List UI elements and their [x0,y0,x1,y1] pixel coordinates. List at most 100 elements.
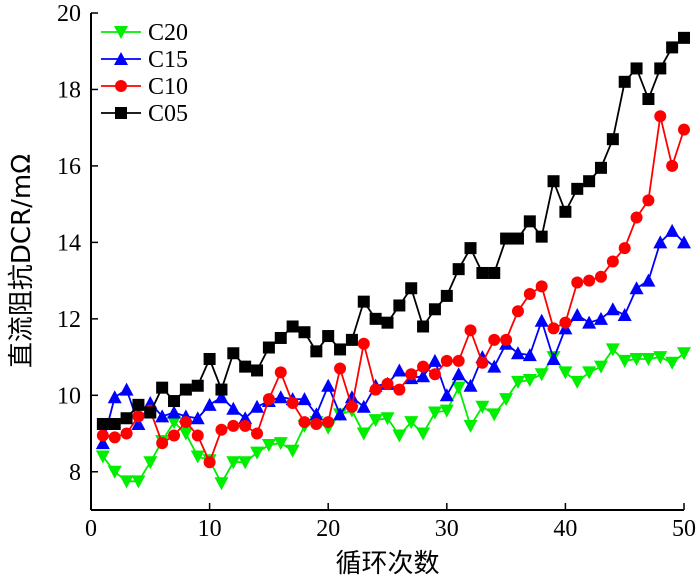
data-point-c20 [119,475,134,489]
data-point-c15 [665,223,680,237]
data-point-c05 [132,398,145,411]
data-point-c20 [451,381,466,395]
data-point-c05 [583,175,596,188]
data-point-c15 [629,281,644,295]
legend-label-c20: C20 [148,20,188,46]
data-point-c10 [239,419,252,432]
data-point-c10 [405,368,418,381]
data-point-c05 [666,41,679,54]
data-point-c05 [488,266,501,279]
data-point-c15 [451,367,466,381]
data-point-c15 [593,311,608,325]
data-point-c10 [511,305,524,318]
data-point-c10 [96,429,109,442]
data-point-c05 [369,312,382,325]
data-point-c15 [119,382,134,396]
data-point-c20 [427,406,442,420]
series-line-c15 [101,229,685,444]
y-tick-label: 20 [57,1,81,27]
data-point-c20 [214,477,229,491]
data-point-c10 [251,427,264,440]
data-point-c05 [452,263,465,276]
data-point-c05 [310,345,323,358]
data-point-c15 [190,411,205,425]
data-point-c20 [593,360,608,374]
data-point-c15 [677,235,691,249]
data-point-c05 [262,341,275,354]
data-point-c20 [143,456,158,470]
data-point-c20 [522,374,537,388]
data-point-c10 [417,360,430,373]
data-point-c05 [298,326,311,339]
series-layer [95,31,691,491]
data-point-c10 [535,280,548,293]
data-point-c10 [606,255,619,268]
data-point-c05 [381,316,394,329]
legend-item-c20: C20 [101,20,188,46]
data-point-c20 [285,444,300,458]
data-point-c15 [605,302,620,316]
data-point-c15 [95,436,110,450]
data-point-c05 [357,295,370,308]
data-point-c10 [215,423,228,436]
data-point-c05 [654,62,667,75]
data-point-c10 [583,274,596,287]
data-point-c15 [321,378,336,392]
data-point-c20 [238,456,253,470]
data-point-c15 [534,313,549,327]
data-point-c20 [131,475,146,489]
data-point-c10 [274,366,287,379]
data-point-c15 [250,399,265,413]
legend-label-c10: C10 [148,74,188,100]
data-point-c10 [191,429,204,442]
data-point-c15 [155,409,170,423]
data-point-c10 [654,110,667,123]
legend-marker-c20 [114,26,128,39]
legend-marker-c05 [115,107,127,119]
data-point-c20 [167,416,182,430]
x-tick-label: 50 [672,516,696,542]
data-point-c05 [168,395,181,408]
data-point-c10 [298,416,311,429]
data-point-c15 [617,308,632,322]
x-tick-label: 20 [316,516,340,542]
data-point-c10 [132,410,145,423]
data-point-c20 [226,456,241,470]
data-point-c10 [334,362,347,375]
data-point-c10 [286,396,299,409]
data-point-c05 [547,175,560,188]
series-c15 [95,223,691,450]
data-point-c15 [309,407,324,421]
data-point-c15 [641,273,656,287]
data-point-c10 [523,287,536,300]
data-point-c05 [227,347,240,360]
data-point-c15 [439,388,454,402]
data-point-c05 [334,343,347,356]
data-point-c15 [344,390,359,404]
data-point-c20 [190,450,205,464]
data-point-c20 [582,366,597,380]
data-point-c20 [463,419,478,433]
data-point-c05 [345,333,358,346]
data-point-c20 [368,414,383,428]
data-point-c05 [440,289,453,302]
data-point-c10 [488,333,501,346]
data-point-c05 [144,406,157,419]
data-point-c10 [547,322,560,335]
data-point-c05 [630,62,643,75]
data-point-c20 [95,450,110,464]
x-tick-label: 40 [553,516,577,542]
data-point-c20 [250,446,265,460]
data-point-c20 [261,439,276,453]
data-point-c05 [239,360,252,373]
data-point-c05 [108,417,121,430]
series-line-c05 [102,37,685,425]
data-point-c15 [546,351,561,365]
data-point-c15 [487,359,502,373]
x-axis-title: 循环次数 [335,549,439,579]
data-point-c20 [107,465,122,479]
plot-frame [90,13,684,511]
data-point-c20 [665,356,680,370]
y-tick-label: 12 [57,307,81,333]
